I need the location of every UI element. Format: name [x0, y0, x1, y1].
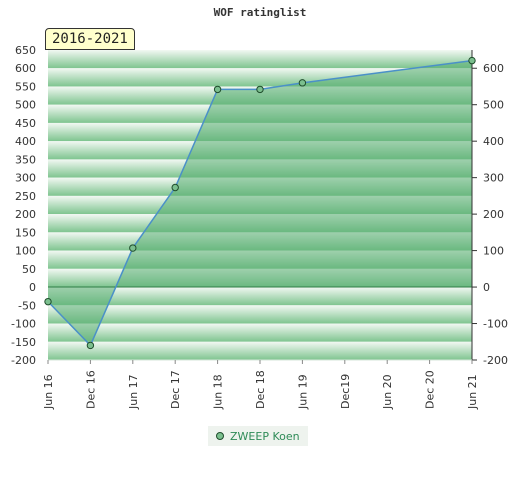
y-tick-label-left: -100: [11, 318, 36, 331]
y-tick-label-right: 300: [483, 172, 504, 185]
data-point: [468, 56, 476, 65]
chart-title: WOF ratinglist: [213, 6, 307, 19]
x-tick-label: Jun 21: [466, 374, 479, 410]
x-tick-label: Jun 16: [42, 374, 55, 410]
x-tick-label: Dec 18: [254, 370, 267, 409]
y-tick-label-right: -100: [483, 318, 508, 331]
y-tick-label-right: 500: [483, 99, 504, 112]
y-tick-label-right: 600: [483, 62, 504, 75]
series-line: [47, 59, 473, 347]
chart-area: [47, 59, 473, 347]
y-tick-label-left: 50: [22, 263, 36, 276]
data-point: [298, 79, 307, 87]
data-point: [86, 341, 95, 350]
background-band: [48, 341, 472, 360]
y-tick-label-left: 500: [15, 99, 36, 112]
legend-marker-icon: [216, 432, 224, 440]
background-band: [48, 323, 472, 342]
chart-points: [44, 56, 476, 350]
data-point: [256, 85, 264, 94]
y-tick-label-left: 650: [15, 44, 36, 57]
x-tick-label: Jun 17: [127, 374, 140, 410]
data-point: [129, 244, 137, 252]
legend-label: ZWEEP Koen: [230, 429, 300, 443]
y-tick-label-left: 300: [15, 172, 36, 185]
y-tick-label-left: 600: [15, 62, 36, 75]
background-band: [48, 287, 472, 306]
y-tick-label-left: 400: [15, 135, 36, 148]
data-point: [213, 85, 222, 94]
x-tick-label: Jun 18: [212, 374, 225, 410]
y-tick-label-right: 100: [483, 245, 504, 258]
y-tick-label-left: -200: [11, 354, 36, 367]
chart-axes: 650600550500450400350300250200150100500-…: [11, 44, 508, 410]
y-tick-label-left: 100: [15, 245, 36, 258]
y-tick-label-right: -200: [483, 354, 508, 367]
y-tick-label-left: 250: [15, 190, 36, 203]
data-point: [44, 297, 52, 306]
period-badge: 2016-2021: [45, 28, 135, 50]
area-fill: [48, 60, 472, 346]
background-band: [48, 305, 472, 324]
x-tick-label: Dec 17: [169, 370, 182, 409]
x-tick-label: Dec 20: [424, 370, 437, 409]
y-tick-label-left: 200: [15, 208, 36, 221]
data-point: [171, 183, 179, 192]
x-tick-label: Dec 16: [84, 370, 97, 409]
background-band: [48, 50, 472, 69]
y-tick-label-right: 400: [483, 135, 504, 148]
y-tick-label-right: 200: [483, 208, 504, 221]
y-tick-label-left: -50: [18, 299, 36, 312]
x-tick-label: Jun 19: [296, 374, 309, 410]
x-tick-label: Jun 20: [381, 374, 394, 410]
y-tick-label-left: 450: [15, 117, 36, 130]
y-tick-label-left: 350: [15, 153, 36, 166]
y-tick-label-left: 0: [29, 281, 36, 294]
y-tick-label-left: 550: [15, 80, 36, 93]
y-tick-label-left: 150: [15, 226, 36, 239]
y-tick-label-right: 0: [483, 281, 490, 294]
legend[interactable]: ZWEEP Koen: [208, 426, 308, 446]
x-tick-label: Dec19: [339, 374, 352, 409]
y-tick-label-left: -150: [11, 336, 36, 349]
